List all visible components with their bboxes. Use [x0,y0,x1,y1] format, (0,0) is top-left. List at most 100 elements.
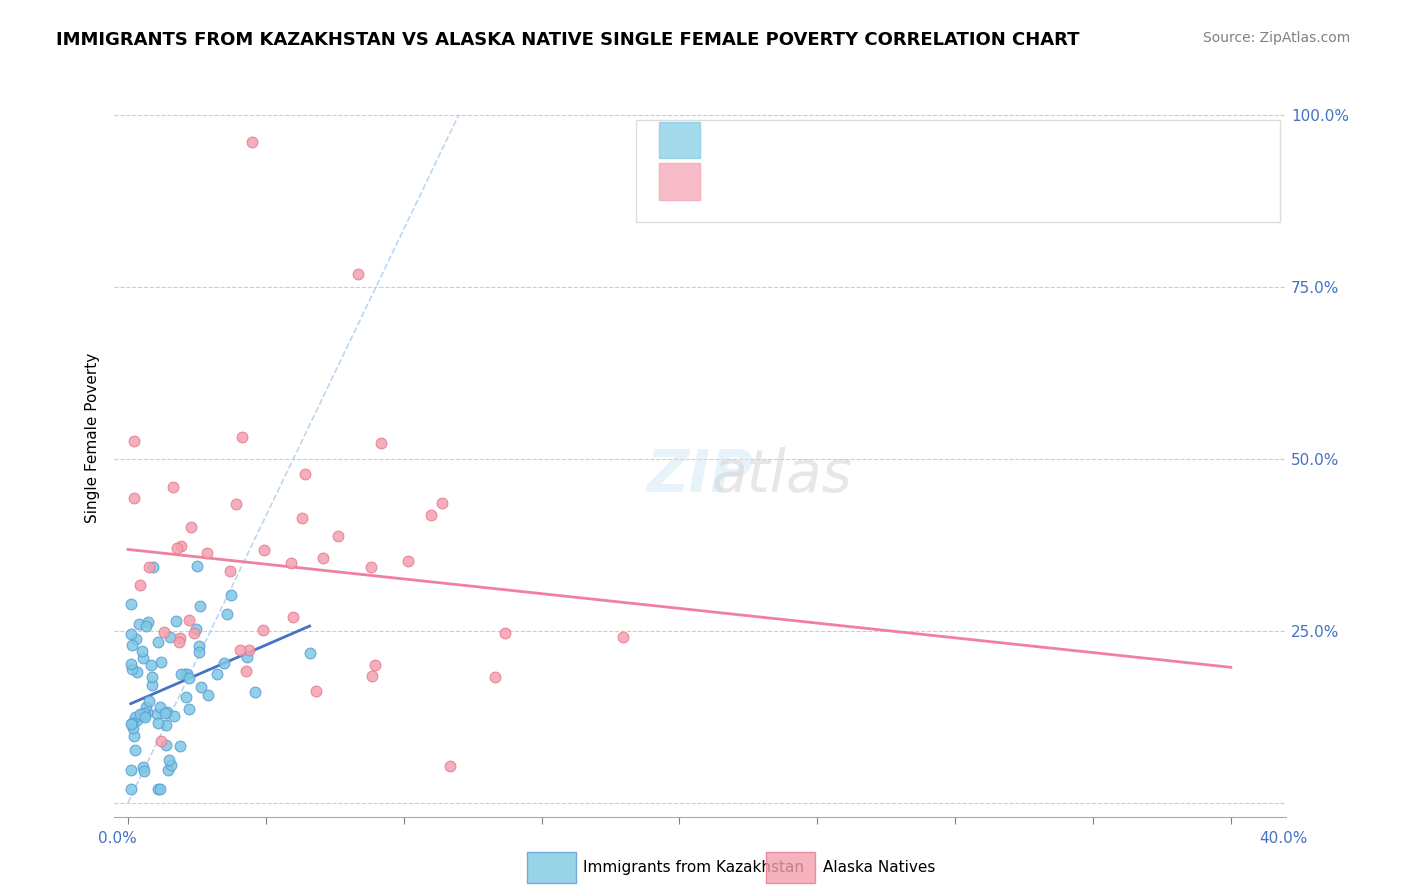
Point [174,690,197,704]
Point [360,560,382,574]
Point [120,764,142,778]
Point [124,632,146,646]
Point [149,734,172,748]
Point [169,631,191,645]
Point [179,613,201,627]
Point [186,558,208,573]
Point [177,701,200,715]
Point [184,622,207,636]
Point [156,763,179,777]
Point [127,714,149,728]
Point [214,656,236,670]
Point [146,634,169,648]
Point [152,625,174,640]
Point [128,578,150,592]
Text: R = 0.259: R = 0.259 [711,173,789,188]
Point [166,541,188,555]
FancyBboxPatch shape [636,120,1279,222]
Point [120,782,142,797]
Point [155,718,177,732]
Text: 40.0%: 40.0% [1260,831,1308,846]
Point [131,706,153,721]
Point [219,564,242,578]
Point [136,615,159,630]
Point [141,670,163,684]
Point [169,739,191,753]
Point [124,710,146,724]
Point [135,618,157,632]
Point [180,520,202,534]
Point [149,655,172,669]
Point [157,753,180,767]
Point [229,642,252,657]
Point [122,434,145,448]
Point [419,508,441,522]
Point [305,684,328,698]
Point [165,615,187,629]
Point [132,759,155,773]
Point [136,705,159,719]
Point [138,559,160,574]
Point [149,782,172,797]
FancyBboxPatch shape [659,163,700,200]
Point [156,705,179,719]
Point [120,717,142,731]
Point [439,758,461,772]
Point [134,706,156,721]
Point [370,436,392,450]
Point [129,707,152,722]
Point [195,546,218,560]
Point [135,700,157,714]
Point [174,666,197,681]
Point [252,623,274,637]
Point [281,610,304,624]
Text: Immigrants from Kazakhstan: Immigrants from Kazakhstan [583,860,804,874]
Point [187,639,209,653]
Point [146,782,169,797]
Point [188,645,211,659]
Point [494,625,516,640]
Point [124,730,146,744]
Point [155,738,177,752]
Point [183,626,205,640]
Point [153,706,176,720]
Point [188,599,211,614]
Point [235,664,257,678]
Point [179,671,201,685]
Point [291,511,314,525]
Text: Source: ZipAtlas.com: Source: ZipAtlas.com [1202,31,1350,45]
Point [145,706,167,721]
Point [361,669,384,683]
Point [141,678,163,692]
Point [484,670,506,684]
Point [132,707,155,722]
Point [167,635,190,649]
Point [176,667,198,681]
Point [131,643,153,657]
Text: atlas: atlas [711,448,852,504]
Point [127,665,149,680]
Point [430,496,453,510]
Point [190,680,212,694]
Point [120,627,142,641]
Point [149,699,172,714]
Point [231,430,253,444]
Point [120,597,142,611]
Point [120,657,142,671]
Point [162,480,184,494]
Point [128,616,150,631]
Point [159,630,181,644]
Point [142,559,165,574]
Text: 0.0%: 0.0% [98,831,138,846]
Text: N = 43: N = 43 [852,173,905,188]
Point [170,666,193,681]
Text: Alaska Natives: Alaska Natives [823,860,935,874]
Point [197,688,219,702]
Point [132,764,155,779]
Point [169,539,191,553]
Point [205,667,228,681]
Text: N = 73: N = 73 [852,124,905,139]
Point [612,630,634,644]
Point [132,651,155,665]
Point [121,716,143,731]
